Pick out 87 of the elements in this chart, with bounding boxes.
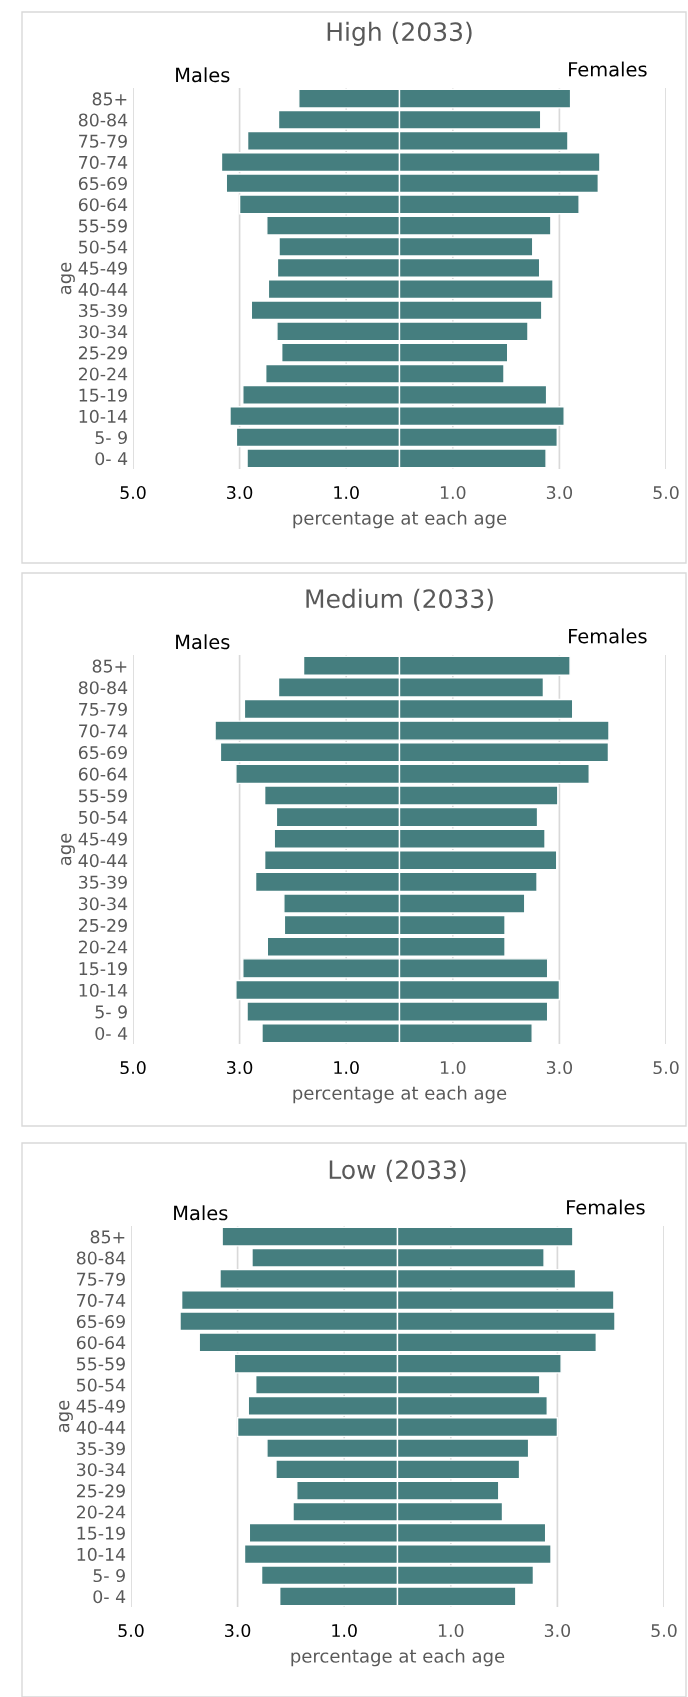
chart-title: Medium (2033) — [306, 588, 493, 612]
y-tick-label: 40-44 — [78, 282, 128, 296]
x-axis-title: percentage at each age — [293, 1085, 507, 1104]
y-tick-label: 40-44 — [78, 854, 128, 868]
x-axis-title: percentage at each age — [293, 510, 507, 529]
x-tick-label: 3.0 — [227, 1060, 253, 1075]
y-tick-label: 70-74 — [79, 155, 128, 169]
y-tick-label: 30-34 — [79, 897, 128, 911]
series-label: Males — [174, 1205, 228, 1221]
y-tick-label: 70-74 — [79, 724, 128, 738]
y-tick-label: 50-54 — [79, 810, 128, 824]
y-tick-label: 75-79 — [79, 134, 127, 148]
y-tick-label: 45-49 — [78, 261, 127, 275]
x-tick-label: 5.0 — [120, 485, 146, 500]
chart-title: High (2033) — [327, 21, 472, 46]
y-tick-label: 80-84 — [78, 681, 128, 695]
y-tick-label: 75-79 — [77, 1272, 125, 1286]
y-tick-label: 55-59 — [77, 1357, 125, 1371]
y-tick-label: 80-84 — [78, 113, 128, 127]
text: Males — [176, 634, 230, 650]
y-tick-label: 75-79 — [79, 702, 127, 716]
y-tick-label: 80-84 — [76, 1251, 126, 1265]
x-tick-label: 3.0 — [546, 1060, 573, 1075]
text: Males — [176, 67, 230, 83]
y-tick-label: 0- 4 — [93, 1590, 126, 1604]
x-tick-label: 1.0 — [440, 485, 466, 500]
series-label: Females — [567, 1199, 645, 1215]
x-tick-label: 1.0 — [334, 485, 359, 500]
y-tick-label: 5- 9 — [93, 1568, 125, 1583]
x-tick-label: 1.0 — [438, 1623, 464, 1638]
y-axis-title: age — [59, 1400, 73, 1433]
y-tick-label: 20-24 — [76, 1505, 126, 1519]
x-axis-title: percentage at each age — [291, 1648, 505, 1667]
y-tick-label: 40-44 — [76, 1420, 126, 1434]
y-tick-label: 60-64 — [76, 1336, 126, 1350]
x-tick-label: 3.0 — [225, 1623, 251, 1638]
y-tick-label: 60-64 — [78, 198, 128, 212]
series-label: Females — [569, 628, 647, 644]
y-tick-label: 65-69 — [78, 745, 127, 760]
y-tick-label: 10-14 — [79, 409, 128, 423]
series-label: Females — [569, 61, 647, 77]
chart-title: Low (2033) — [329, 1159, 466, 1183]
x-tick-label: 5.0 — [120, 1060, 146, 1075]
y-axis-title: age — [61, 833, 75, 866]
x-tick-label: 5.0 — [118, 1623, 144, 1638]
y-tick-label: 65-69 — [76, 1314, 125, 1329]
x-tick-label: 5.0 — [653, 1060, 679, 1075]
y-tick-label: 35-39 — [79, 303, 127, 318]
x-tick-label: 1.0 — [332, 1623, 357, 1638]
x-tick-label: 1.0 — [440, 1060, 466, 1075]
y-tick-label: 50-54 — [77, 1378, 126, 1392]
y-tick-label: 45-49 — [78, 832, 127, 846]
y-tick-label: 30-34 — [79, 325, 128, 339]
y-tick-label: 55-59 — [79, 219, 127, 233]
y-tick-label: 15-19 — [77, 1526, 125, 1540]
y-tick-label: 25-29 — [78, 346, 127, 360]
y-tick-label: 85+ — [92, 92, 127, 106]
x-tick-label: 5.0 — [651, 1623, 677, 1638]
y-tick-label: 5- 9 — [95, 1005, 127, 1019]
y-tick-label: 55-59 — [79, 789, 127, 803]
y-axis-title: age — [61, 262, 75, 295]
y-tick-label: 15-19 — [79, 388, 127, 402]
y-tick-label: 25-29 — [78, 918, 127, 932]
y-tick-label: 10-14 — [77, 1547, 126, 1561]
y-tick-label: 65-69 — [78, 176, 127, 191]
y-tick-label: 20-24 — [78, 367, 128, 381]
y-tick-label: 30-34 — [77, 1463, 126, 1477]
y-tick-label: 0- 4 — [95, 452, 128, 466]
y-tick-label: 5- 9 — [95, 430, 127, 445]
y-tick-label: 45-49 — [76, 1399, 125, 1413]
x-tick-label: 3.0 — [546, 485, 573, 500]
x-tick-label: 5.0 — [653, 485, 679, 500]
x-tick-label: 3.0 — [227, 485, 253, 500]
x-tick-label: 1.0 — [334, 1060, 359, 1075]
y-tick-label: 25-29 — [76, 1484, 125, 1498]
y-tick-label: 60-64 — [78, 767, 128, 781]
x-tick-label: 3.0 — [544, 1623, 571, 1638]
y-tick-label: 85+ — [92, 659, 127, 673]
y-tick-label: 70-74 — [77, 1293, 126, 1307]
y-tick-label: 10-14 — [79, 983, 128, 997]
y-tick-label: 0- 4 — [95, 1026, 128, 1041]
y-tick-label: 15-19 — [79, 962, 127, 976]
y-tick-label: 35-39 — [79, 875, 127, 889]
y-tick-label: 50-54 — [79, 240, 128, 254]
y-tick-label: 20-24 — [78, 940, 128, 954]
y-tick-label: 35-39 — [77, 1441, 125, 1456]
y-tick-label: 85+ — [90, 1230, 125, 1244]
